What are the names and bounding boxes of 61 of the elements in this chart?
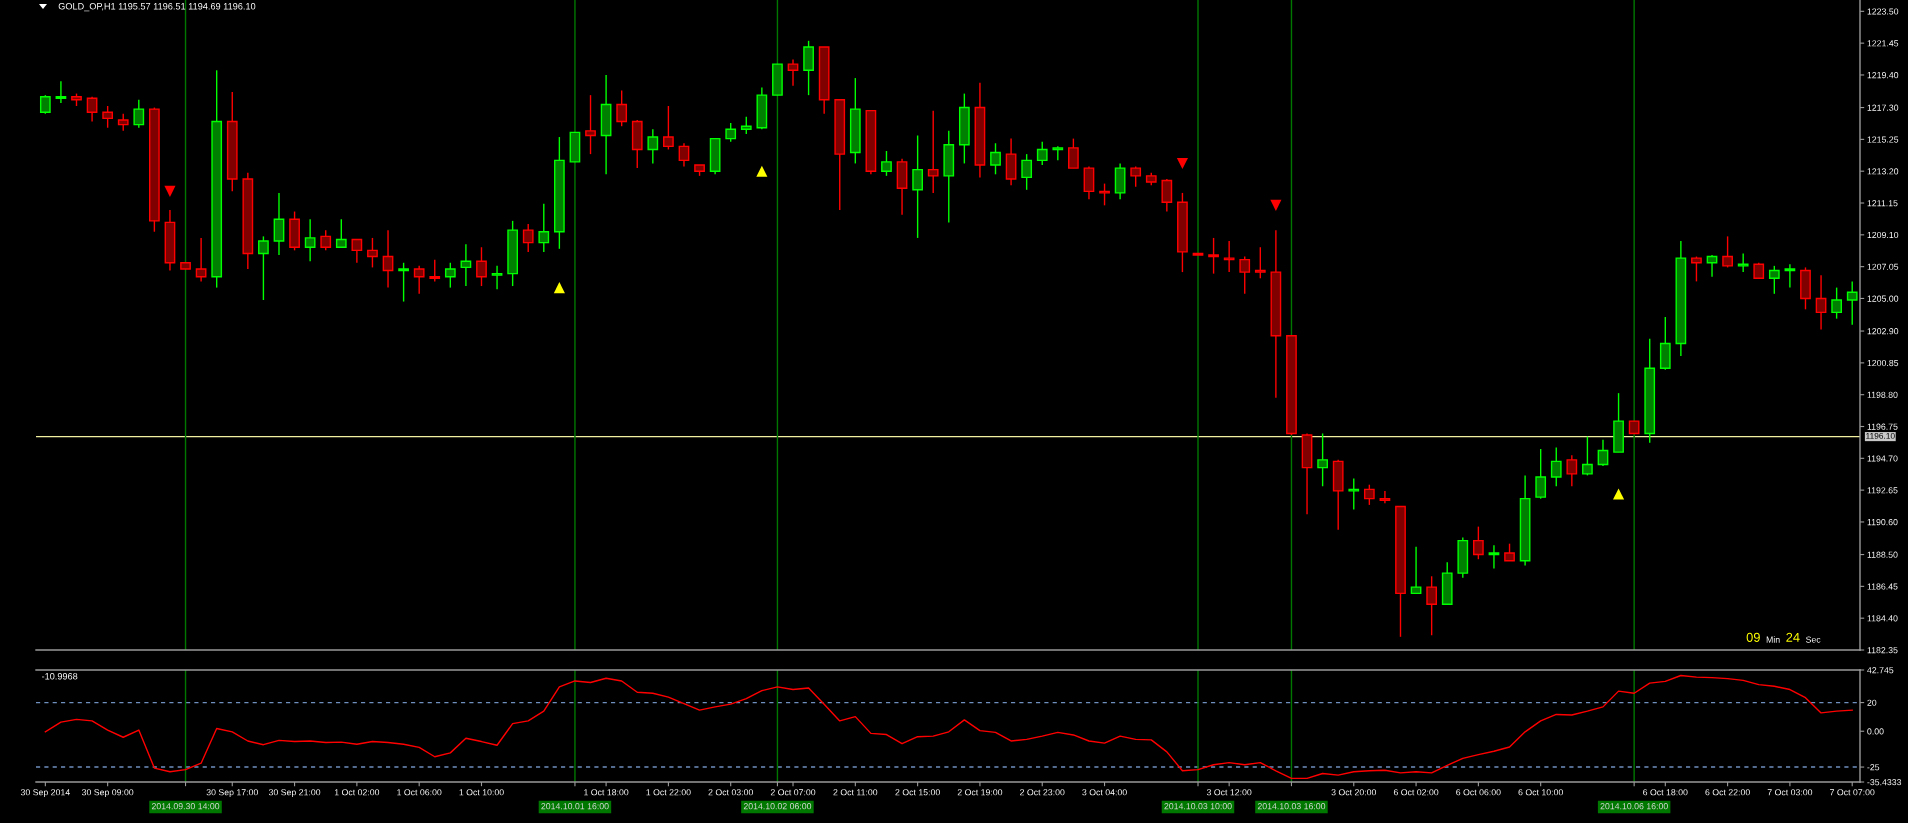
x-tick-label: 3 Oct 12:00 [1206,789,1252,796]
y-tick-label: 1196.75 [1867,423,1898,430]
x-tick-label: 7 Oct 03:00 [1767,789,1813,796]
x-tick-label: 30 Sep 09:00 [81,789,134,798]
x-tick-label: 2014.10.06 16:00 [1600,803,1668,810]
x-tick-label: 3 Oct 04:00 [1082,789,1127,796]
x-tick-label: 6 Oct 18:00 [1643,789,1688,796]
y-tick-label: 1200.85 [1867,359,1899,367]
x-tick-label: 7 Oct 07:00 [1830,789,1875,796]
x-tick-label: 2014.10.03 16:00 [1257,803,1326,810]
x-tick-label: 2014.10.02 06:00 [743,803,812,810]
x-tick-label: 2014.10.03 10:00 [1164,803,1232,810]
x-tick-label: 2 Oct 07:00 [770,789,816,796]
y-tick-label: 1184.40 [1867,615,1898,622]
x-tick-label: 1 Oct 22:00 [646,789,691,796]
x-tick-label: 3 Oct 20:00 [1331,789,1377,796]
y-tick-label: 1211.15 [1867,200,1898,207]
y-tick-label: 1186.45 [1867,583,1898,590]
y-tick-label: 1207.05 [1867,263,1899,270]
annotation: 09 Min 24 Sec [1746,632,1821,643]
y-tick-label: 1219.40 [1867,72,1899,79]
y-tick-label: 1202.90 [1867,328,1899,335]
x-tick-label: 1 Oct 06:00 [397,789,442,796]
y-tick-label: 1215.25 [1867,136,1899,143]
y-tick-label: 1205.00 [1867,295,1899,302]
x-tick-label: 1 Oct 10:00 [459,789,504,796]
y-tick-label: 1221.45 [1867,40,1899,47]
y-tick-label: 1194.70 [1867,455,1898,462]
x-tick-label: 2 Oct 19:00 [957,789,1003,796]
y-tick-label: 1192.65 [1867,487,1898,494]
x-tick-label: 6 Oct 06:00 [1456,789,1501,796]
x-tick-label: 6 Oct 22:00 [1705,789,1750,796]
x-tick-label: 1 Oct 02:00 [334,789,380,796]
y-tick-label: 20 [1867,699,1877,706]
y-tick-label: -35.4333 [1867,779,1902,786]
x-tick-label: 2 Oct 15:00 [895,789,940,796]
y-tick-label: 1209.10 [1867,231,1899,239]
ref-line-label: 1196.10 [1866,432,1895,439]
y-tick-label: 0.00 [1867,728,1884,735]
y-tick-label: 1190.60 [1867,519,1898,526]
x-tick-label: 6 Oct 02:00 [1393,789,1439,796]
x-tick-label: 2 Oct 11:00 [833,789,878,796]
chart-title: GOLD_OP,H1 1195.57 1196.51 1194.69 1196.10 [58,3,256,12]
y-tick-label: 1217.30 [1867,104,1899,111]
y-tick-label: 1188.50 [1867,551,1898,558]
x-tick-label: 1 Oct 18:00 [584,789,629,796]
x-tick-label: 2014.09.30 14:00 [151,803,220,810]
y-tick-label: 1198.80 [1867,391,1898,398]
chart-title: -10.9968 [41,673,78,680]
y-tick-label: -25 [1867,764,1880,771]
y-tick-label: 1182.35 [1867,647,1898,654]
x-tick-label: 6 Oct 10:00 [1518,789,1563,796]
x-tick-label: 30 Sep 21:00 [268,789,321,798]
y-tick-label: 42.745 [1867,667,1894,674]
x-tick-label: 2014.10.01 16:00 [541,803,609,810]
x-tick-label: 2 Oct 03:00 [708,789,753,796]
x-tick-label: 2 Oct 23:00 [1020,789,1065,796]
x-tick-label: 30 Sep 17:00 [206,789,258,798]
y-tick-label: 1223.50 [1867,8,1899,15]
y-tick-label: 1213.20 [1867,168,1899,175]
x-tick-label: 30 Sep 2014 [20,789,70,798]
